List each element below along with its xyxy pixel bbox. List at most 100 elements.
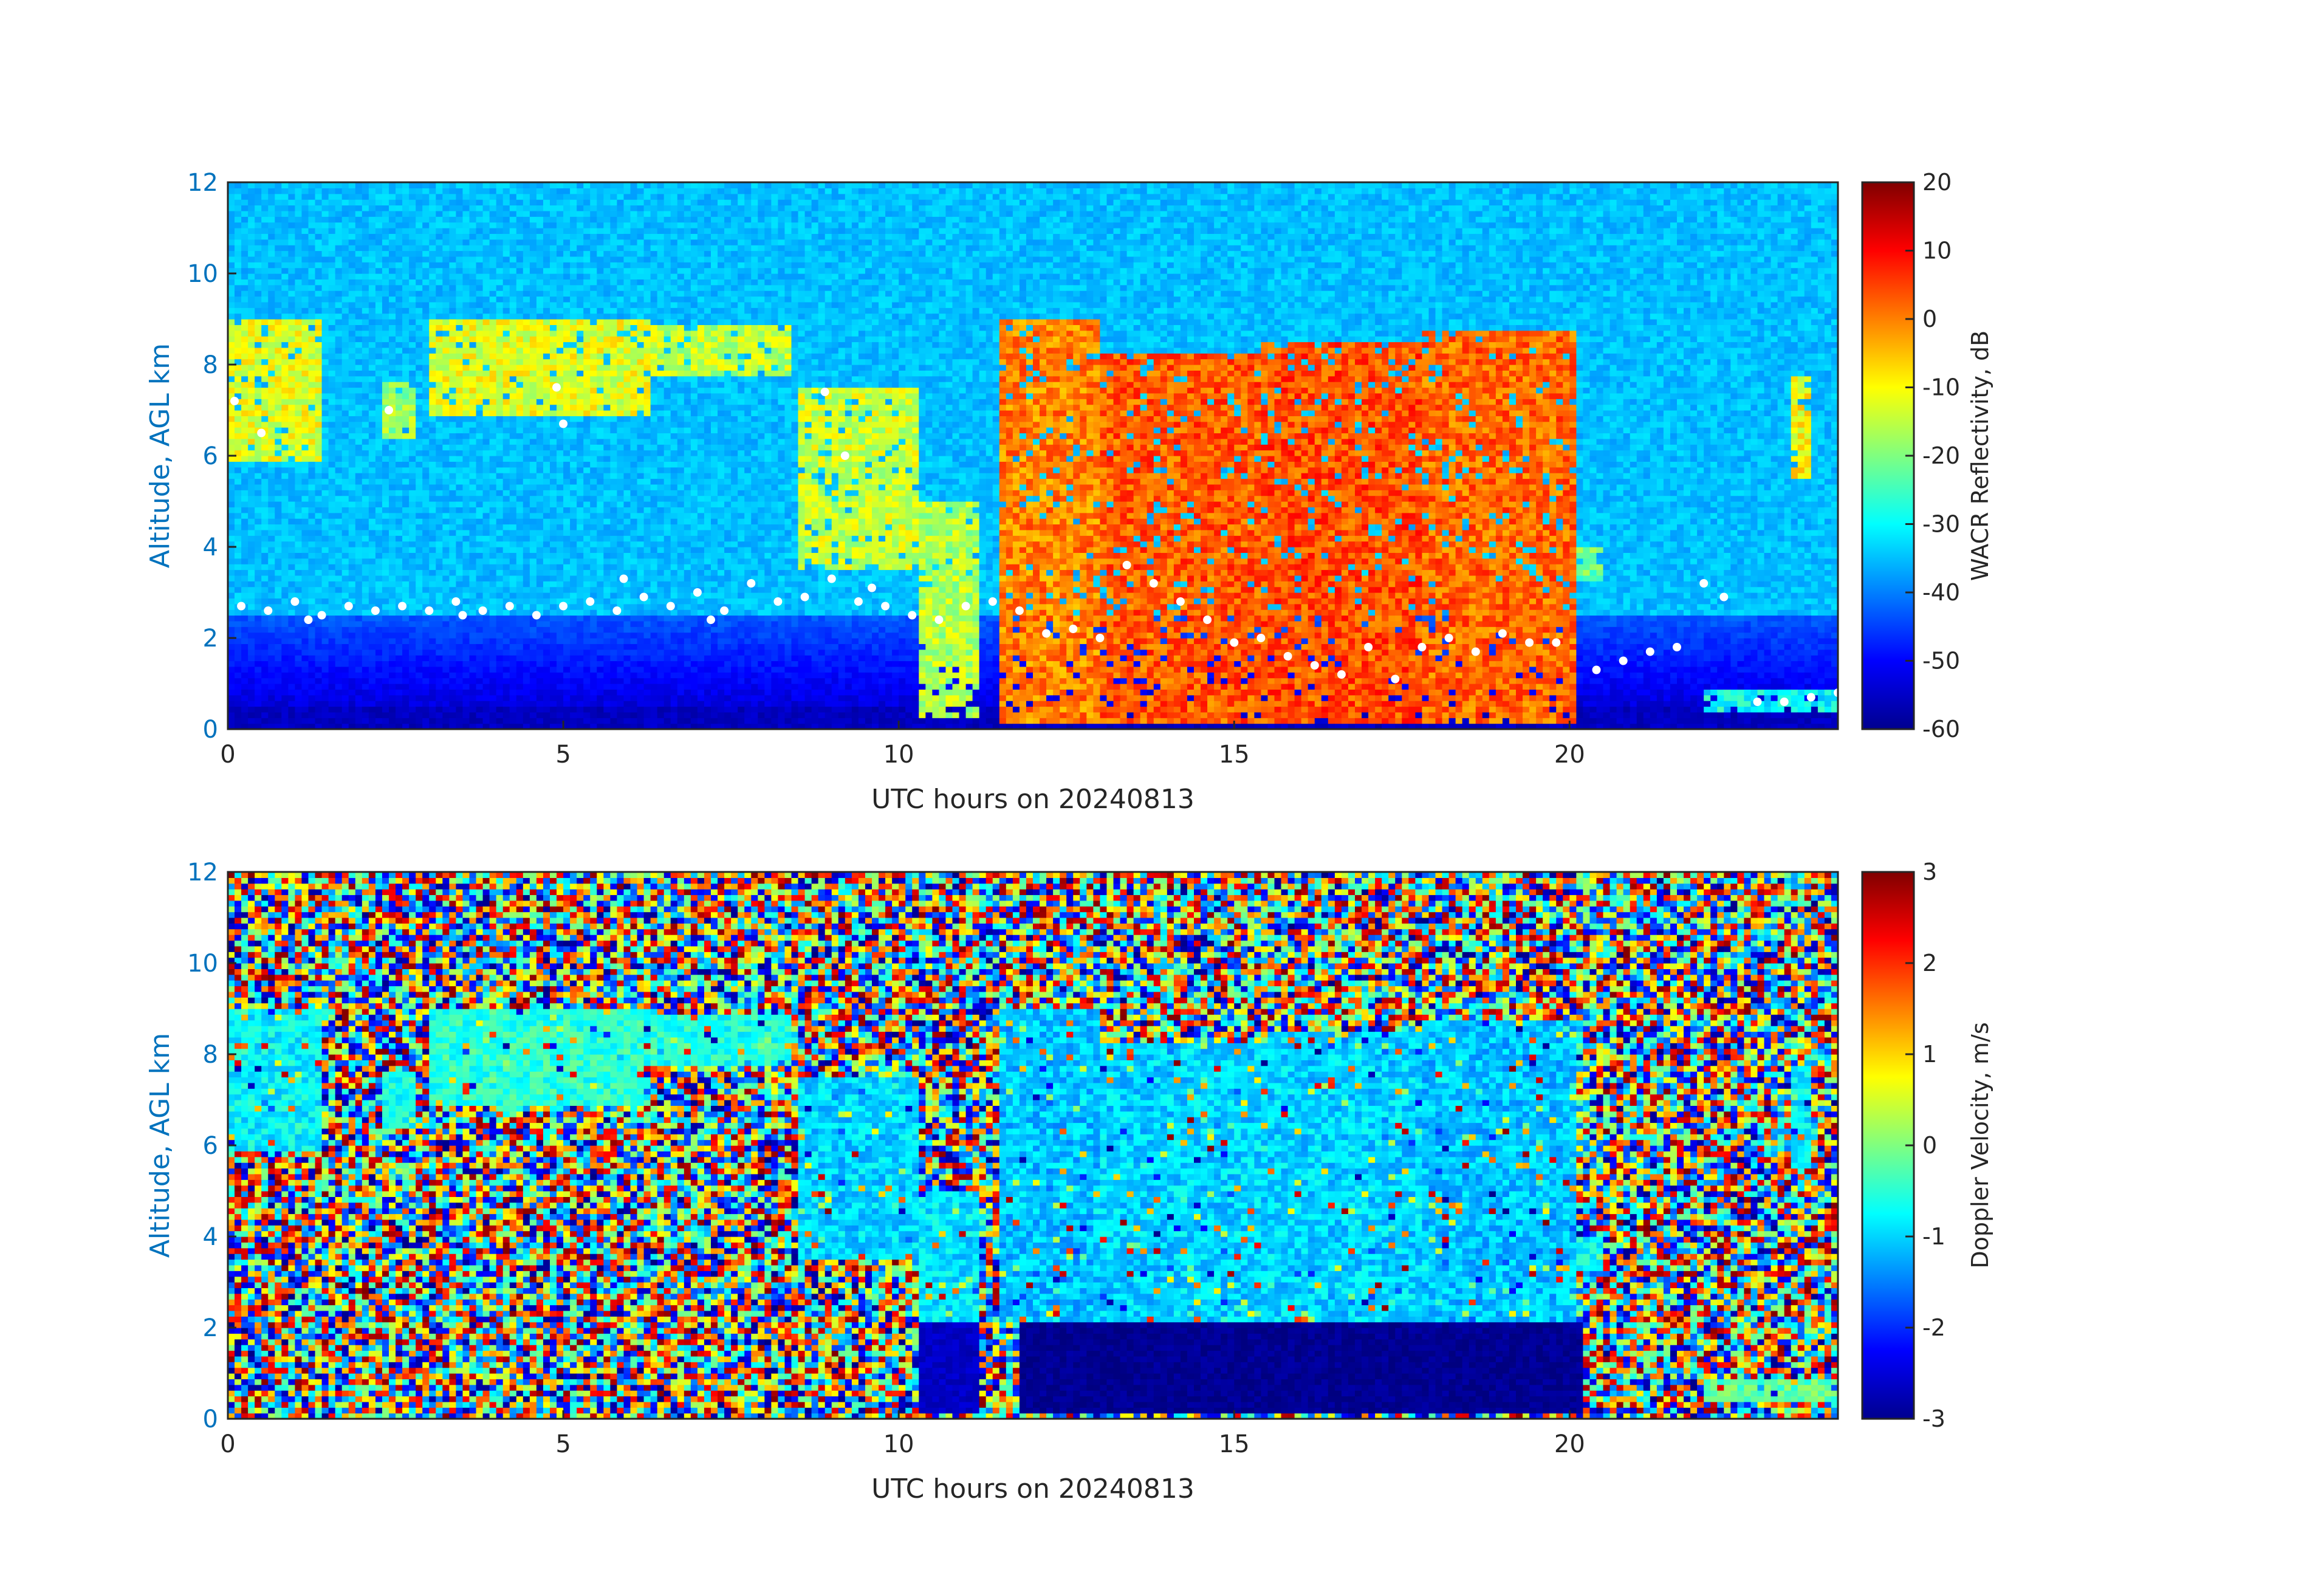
heatmap-cell: [248, 313, 255, 320]
heatmap-cell: [516, 666, 524, 673]
heatmap-cell: [335, 507, 343, 513]
heatmap-cell: [348, 660, 356, 667]
heatmap-cell: [228, 433, 235, 439]
heatmap-cell: [516, 467, 524, 473]
heatmap-cell: [268, 239, 275, 245]
heatmap-cell: [362, 296, 369, 303]
heatmap-cell: [348, 666, 356, 673]
heatmap-cell: [422, 444, 430, 451]
heatmap-cell: [301, 296, 309, 303]
heatmap-cell: [228, 507, 235, 513]
heatmap-cell: [315, 626, 323, 633]
heatmap-cell: [509, 433, 517, 439]
heatmap-cell: [529, 301, 537, 308]
heatmap-cell: [375, 347, 383, 354]
heatmap-cell: [375, 467, 383, 473]
heatmap-cell: [295, 262, 303, 269]
heatmap-cell: [335, 609, 343, 616]
heatmap-cell: [516, 518, 524, 525]
heatmap-cell: [550, 615, 557, 622]
heatmap-cell: [328, 541, 336, 547]
heatmap-cell: [281, 649, 289, 656]
heatmap-cell: [389, 399, 396, 405]
heatmap-cell: [557, 701, 564, 707]
heatmap-cell: [382, 456, 389, 462]
heatmap-cell: [469, 433, 477, 439]
heatmap-cell: [341, 250, 349, 257]
heatmap-cell: [382, 438, 389, 445]
heatmap-cell: [275, 547, 282, 553]
heatmap-cell: [469, 507, 477, 513]
heatmap-cell: [523, 569, 530, 576]
heatmap-cell: [389, 199, 396, 206]
heatmap-cell: [301, 672, 309, 679]
heatmap-cell: [261, 569, 269, 576]
heatmap-cell: [422, 677, 430, 684]
heatmap-cell: [248, 341, 255, 348]
heatmap-cell: [469, 655, 477, 662]
heatmap-cell: [469, 188, 477, 194]
heatmap-cell: [321, 712, 329, 718]
heatmap-cell: [416, 689, 423, 696]
heatmap-cell: [241, 507, 249, 513]
heatmap-cell: [295, 547, 303, 553]
heatmap-cell: [563, 638, 571, 644]
heatmap-cell: [550, 677, 557, 684]
heatmap-cell: [570, 444, 577, 451]
heatmap-cell: [436, 336, 443, 343]
heatmap-cell: [469, 279, 477, 286]
heatmap-cell: [288, 684, 296, 690]
heatmap-cell: [489, 495, 497, 502]
heatmap-cell: [261, 279, 269, 286]
heatmap-cell: [396, 626, 403, 633]
heatmap-cell: [557, 393, 564, 399]
heatmap-cell: [529, 358, 537, 365]
heatmap-cell: [442, 706, 450, 713]
heatmap-cell: [442, 632, 450, 639]
heatmap-cell: [301, 518, 309, 525]
heatmap-cell: [382, 358, 389, 365]
heatmap-cell: [469, 609, 477, 616]
heatmap-cell: [523, 507, 530, 513]
heatmap-cell: [389, 284, 396, 291]
heatmap-cell: [563, 569, 571, 576]
heatmap-cell: [261, 672, 269, 679]
heatmap-cell: [462, 569, 470, 576]
heatmap-cell: [341, 598, 349, 605]
heatmap-cell: [436, 222, 443, 228]
heatmap-cell: [476, 296, 484, 303]
heatmap-cell: [248, 199, 255, 206]
heatmap-cell: [268, 376, 275, 382]
heatmap-cell: [436, 205, 443, 211]
heatmap-cell: [570, 279, 577, 286]
heatmap-cell: [502, 307, 510, 314]
heatmap-cell: [288, 450, 296, 456]
heatmap-cell: [449, 609, 457, 616]
heatmap-cell: [288, 301, 296, 308]
heatmap-cell: [570, 672, 577, 679]
heatmap-cell: [570, 689, 577, 696]
heatmap-cell: [429, 267, 436, 274]
heatmap-cell: [355, 416, 363, 422]
heatmap-cell: [436, 438, 443, 445]
heatmap-cell: [335, 182, 343, 188]
heatmap-cell: [295, 382, 303, 388]
heatmap-cell: [416, 301, 423, 308]
heatmap-cell: [436, 615, 443, 622]
heatmap-cell: [328, 347, 336, 354]
heatmap-cell: [375, 575, 383, 581]
heatmap-cell: [416, 575, 423, 581]
heatmap-cell: [429, 324, 436, 331]
heatmap-cell: [321, 296, 329, 303]
heatmap-cell: [375, 723, 383, 730]
heatmap-cell: [248, 387, 255, 394]
heatmap-cell: [368, 507, 376, 513]
heatmap-cell: [436, 433, 443, 439]
heatmap-cell: [550, 467, 557, 473]
heatmap-cell: [429, 649, 436, 656]
heatmap-cell: [315, 723, 323, 730]
heatmap-cell: [543, 626, 550, 633]
heatmap-cell: [301, 284, 309, 291]
heatmap-cell: [348, 319, 356, 325]
heatmap-cell: [516, 358, 524, 365]
